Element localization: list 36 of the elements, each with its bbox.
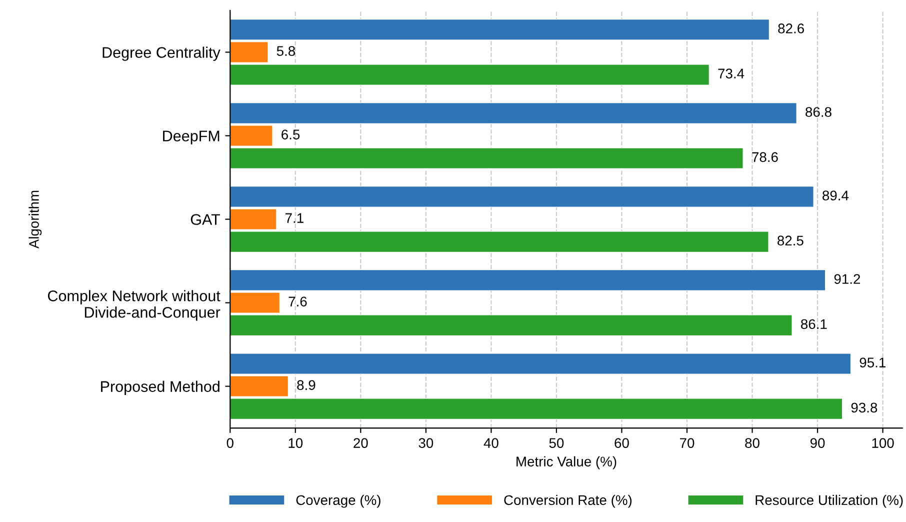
x-tick-label: 10 bbox=[288, 438, 303, 448]
x-tick-label: 90 bbox=[810, 438, 825, 448]
y-tick-label: Degree Centrality bbox=[102, 46, 220, 61]
data-label: 7.6 bbox=[288, 296, 307, 306]
data-label: 93.8 bbox=[851, 402, 878, 413]
data-label: 95.1 bbox=[860, 358, 886, 368]
data-label: 73.4 bbox=[718, 68, 744, 78]
legend-label: Coverage (%) bbox=[296, 494, 380, 508]
data-label: 91.2 bbox=[834, 274, 860, 284]
data-label: 6.5 bbox=[282, 130, 300, 140]
x-tick-label: 100 bbox=[872, 438, 894, 448]
data-label: 89.4 bbox=[822, 190, 849, 200]
x-tick-label: 50 bbox=[549, 438, 564, 448]
data-label: 5.8 bbox=[276, 46, 296, 56]
data-label: 82.6 bbox=[778, 24, 804, 34]
x-axis-title: Metric Value (%) bbox=[516, 456, 616, 470]
x-tick-label: 30 bbox=[418, 438, 434, 448]
y-tick-label: Complex Network without Divide-and-Conquer bbox=[48, 290, 220, 321]
data-label: 86.1 bbox=[801, 319, 827, 330]
data-label: 7.1 bbox=[286, 213, 304, 223]
x-tick-label: 80 bbox=[745, 438, 760, 448]
x-tick-label: 20 bbox=[354, 438, 368, 448]
x-tick-label: 0 bbox=[226, 438, 234, 448]
data-label: 8.9 bbox=[297, 380, 316, 390]
y-tick-label: Proposed Method bbox=[101, 380, 220, 395]
data-label: 86.8 bbox=[806, 107, 832, 117]
x-tick-label: 70 bbox=[680, 438, 694, 448]
y-tick-label: GAT bbox=[190, 214, 220, 225]
legend-label: Conversion Rate (%) bbox=[504, 494, 632, 508]
legend-label: Resource Utilization (%) bbox=[756, 494, 903, 508]
data-label: 82.5 bbox=[778, 236, 804, 246]
y-tick-label: DeepFM bbox=[163, 130, 220, 144]
x-tick-label: 60 bbox=[614, 438, 629, 448]
x-tick-label: 40 bbox=[484, 438, 498, 448]
data-label: 78.6 bbox=[752, 152, 778, 162]
y-axis-title: Algorithm bbox=[28, 190, 42, 249]
